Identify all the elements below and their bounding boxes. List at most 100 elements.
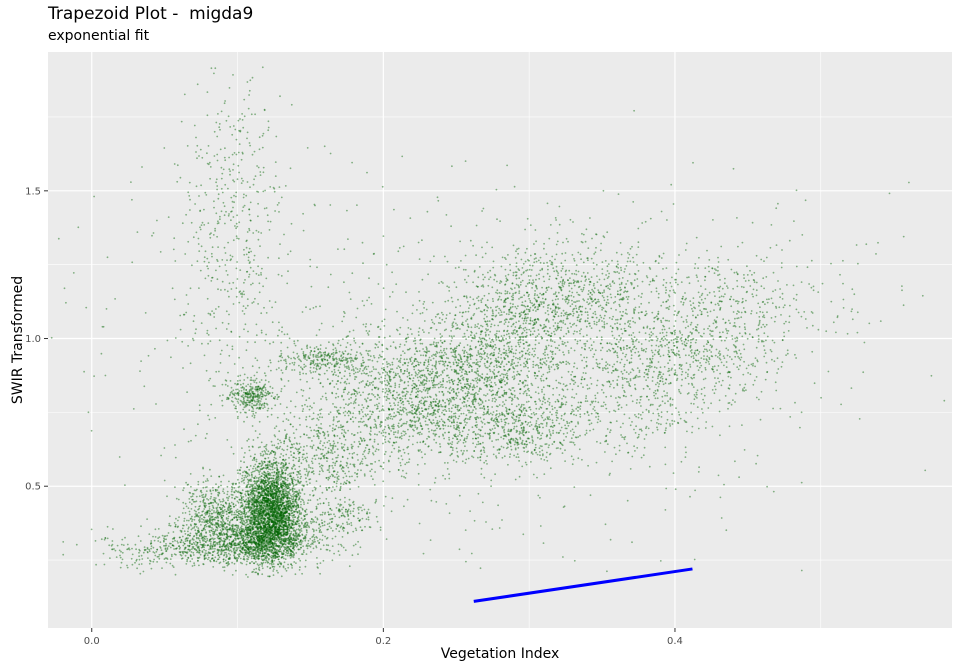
- scatter-point: [202, 510, 205, 512]
- scatter-point: [271, 508, 274, 511]
- scatter-point: [261, 498, 264, 501]
- scatter-point: [280, 514, 283, 517]
- scatter-point: [268, 523, 270, 526]
- scatter-point: [214, 522, 217, 525]
- scatter-point: [184, 538, 187, 541]
- scatter-point: [275, 477, 277, 480]
- scatter-point: [325, 544, 328, 546]
- scatter-point: [210, 495, 213, 498]
- scatter-point: [221, 522, 224, 525]
- scatter-point: [247, 541, 250, 544]
- scatter-point: [276, 569, 278, 572]
- scatter-point: [194, 513, 197, 515]
- scatter-point: [289, 484, 291, 487]
- scatter-point: [257, 500, 260, 503]
- scatter-point: [290, 526, 292, 529]
- scatter-point: [265, 542, 267, 545]
- scatter-point: [286, 500, 289, 503]
- scatter-point: [231, 488, 233, 491]
- scatter-point: [280, 388, 283, 390]
- scatter-point: [231, 525, 234, 528]
- scatter-point: [297, 534, 299, 537]
- scatter-point: [299, 495, 301, 498]
- scatter-point: [217, 512, 220, 514]
- scatter-point: [271, 485, 274, 487]
- scatter-point: [207, 515, 210, 518]
- scatter-point: [286, 511, 289, 513]
- scatter-point: [274, 507, 277, 510]
- scatter-point: [269, 567, 272, 569]
- scatter-point: [282, 454, 285, 457]
- scatter-point: [292, 547, 294, 550]
- scatter-point: [271, 466, 274, 469]
- scatter-points: [50, 66, 946, 578]
- scatter-point: [268, 482, 271, 485]
- scatter-point: [214, 497, 217, 499]
- scatter-point: [271, 505, 274, 508]
- scatter-point: [270, 413, 273, 416]
- scatter-point: [269, 567, 271, 570]
- scatter-point: [280, 562, 282, 564]
- scatter-point: [285, 505, 288, 507]
- scatter-point: [183, 520, 186, 522]
- scatter-point: [287, 496, 290, 499]
- scatter-point: [271, 537, 274, 540]
- scatter-point: [294, 523, 297, 525]
- scatter-point: [291, 507, 293, 510]
- scatter-point: [213, 511, 215, 514]
- scatter-point: [304, 565, 307, 568]
- scatter-point: [249, 379, 252, 381]
- scatter-point: [293, 514, 295, 516]
- scatter-point: [298, 491, 301, 493]
- scatter-point: [240, 525, 243, 528]
- scatter-point: [256, 505, 259, 508]
- scatter-point: [257, 465, 260, 468]
- scatter-point: [241, 512, 244, 514]
- scatter-point: [291, 522, 294, 525]
- scatter-point: [208, 531, 211, 533]
- scatter-point: [270, 490, 273, 493]
- scatter-point: [240, 519, 243, 521]
- scatter-point: [234, 524, 237, 527]
- scatter-point: [187, 537, 189, 539]
- scatter-point: [223, 548, 226, 551]
- scatter-point: [282, 520, 285, 523]
- chart-subtitle: exponential fit: [48, 28, 150, 44]
- scatter-point: [182, 524, 184, 527]
- scatter-point: [241, 447, 243, 449]
- scatter-point: [318, 523, 321, 526]
- scatter-point: [276, 555, 279, 558]
- scatter-point: [276, 520, 279, 522]
- scatter-point: [259, 468, 262, 470]
- scatter-point: [274, 513, 277, 516]
- scatter-point: [292, 476, 295, 479]
- scatter-point: [289, 488, 292, 491]
- scatter-point: [174, 486, 176, 489]
- scatter-point: [215, 502, 218, 504]
- scatter-point: [275, 493, 278, 496]
- scatter-point: [269, 468, 272, 471]
- scatter-point: [268, 518, 271, 521]
- scatter-point: [278, 521, 281, 524]
- scatter-point: [271, 495, 273, 498]
- scatter-point: [267, 575, 269, 578]
- scatter-point: [258, 486, 261, 488]
- scatter-point: [278, 529, 281, 532]
- scatter-point: [250, 542, 253, 544]
- scatter-point: [276, 447, 279, 450]
- scatter-point: [267, 508, 270, 511]
- scatter-point: [222, 515, 225, 517]
- scatter-point: [199, 490, 202, 493]
- scatter-point: [257, 501, 260, 504]
- scatter-point: [272, 519, 275, 522]
- scatter-point: [284, 490, 286, 492]
- scatter-point: [282, 543, 285, 545]
- scatter-point: [318, 527, 320, 530]
- scatter-point: [207, 479, 209, 482]
- scatter-point: [282, 515, 285, 518]
- scatter-point: [275, 490, 278, 493]
- scatter-point: [278, 495, 281, 498]
- scatter-point: [247, 576, 249, 578]
- scatter-point: [272, 459, 275, 461]
- scatter-point: [203, 516, 206, 519]
